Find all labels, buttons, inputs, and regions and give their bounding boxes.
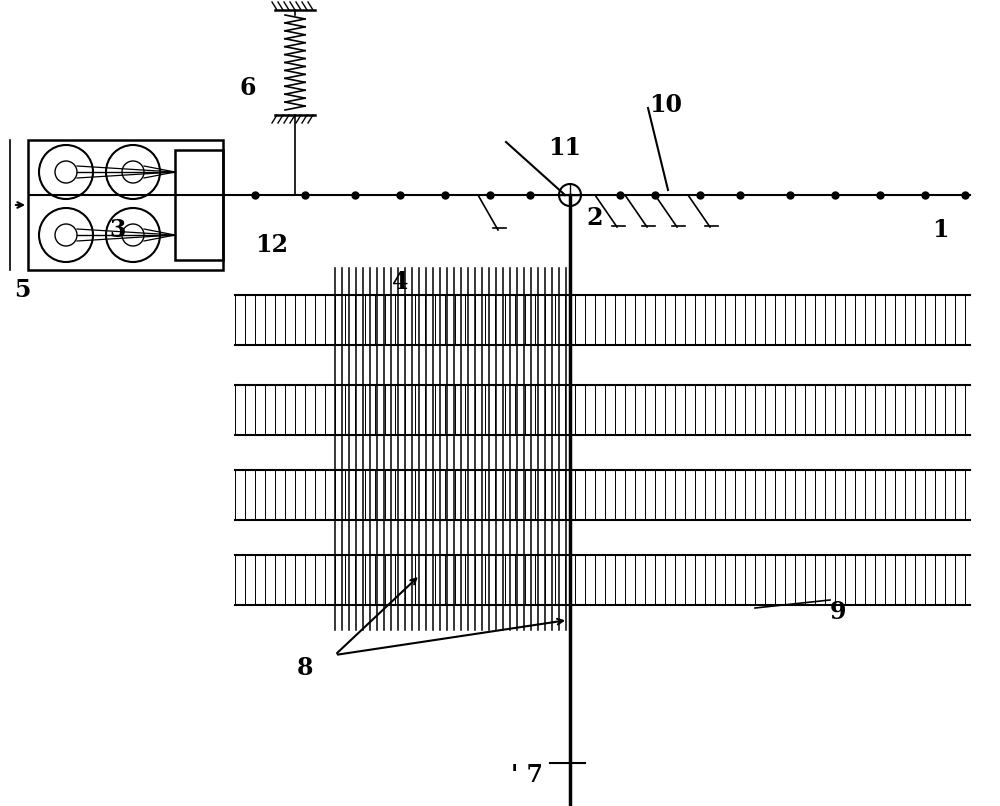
Bar	[175, 150, 223, 260]
Text: 6: 6	[240, 76, 256, 100]
Text: 9: 9	[830, 600, 846, 624]
Text: 4: 4	[392, 270, 408, 294]
Text: 3: 3	[110, 218, 126, 242]
Text: 8: 8	[297, 656, 313, 680]
Bar	[28, 140, 223, 270]
Text: 11: 11	[548, 136, 582, 160]
Text: 1: 1	[932, 218, 948, 242]
Text: 10: 10	[650, 93, 682, 117]
Text: 2: 2	[587, 206, 603, 230]
Text: 12: 12	[256, 233, 288, 257]
Text: 5: 5	[14, 278, 30, 302]
Text: ' 7: ' 7	[511, 763, 543, 787]
